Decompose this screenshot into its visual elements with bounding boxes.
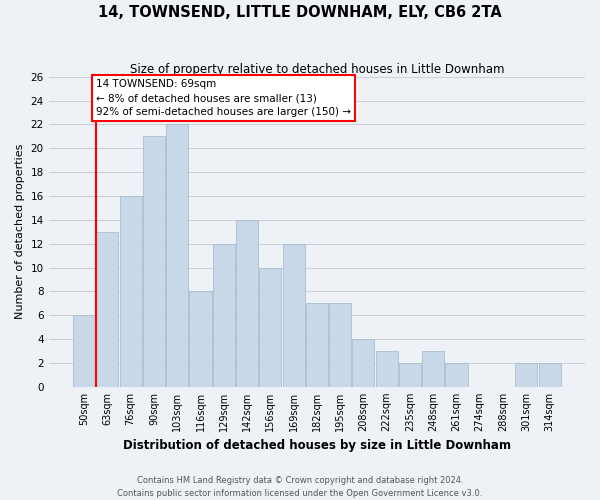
X-axis label: Distribution of detached houses by size in Little Downham: Distribution of detached houses by size …: [123, 440, 511, 452]
Bar: [399, 363, 421, 387]
Bar: [306, 304, 328, 387]
Bar: [97, 232, 118, 387]
Bar: [236, 220, 258, 387]
Bar: [166, 124, 188, 387]
Text: Contains HM Land Registry data © Crown copyright and database right 2024.
Contai: Contains HM Land Registry data © Crown c…: [118, 476, 482, 498]
Title: Size of property relative to detached houses in Little Downham: Size of property relative to detached ho…: [130, 62, 504, 76]
Bar: [515, 363, 538, 387]
Bar: [376, 351, 398, 387]
Bar: [445, 363, 467, 387]
Bar: [283, 244, 305, 387]
Bar: [190, 292, 212, 387]
Text: 14 TOWNSEND: 69sqm
← 8% of detached houses are smaller (13)
92% of semi-detached: 14 TOWNSEND: 69sqm ← 8% of detached hous…: [96, 79, 351, 117]
Bar: [73, 315, 95, 387]
Bar: [259, 268, 281, 387]
Y-axis label: Number of detached properties: Number of detached properties: [15, 144, 25, 320]
Bar: [212, 244, 235, 387]
Bar: [119, 196, 142, 387]
Bar: [422, 351, 444, 387]
Bar: [539, 363, 560, 387]
Bar: [352, 339, 374, 387]
Bar: [143, 136, 165, 387]
Text: 14, TOWNSEND, LITTLE DOWNHAM, ELY, CB6 2TA: 14, TOWNSEND, LITTLE DOWNHAM, ELY, CB6 2…: [98, 5, 502, 20]
Bar: [329, 304, 351, 387]
